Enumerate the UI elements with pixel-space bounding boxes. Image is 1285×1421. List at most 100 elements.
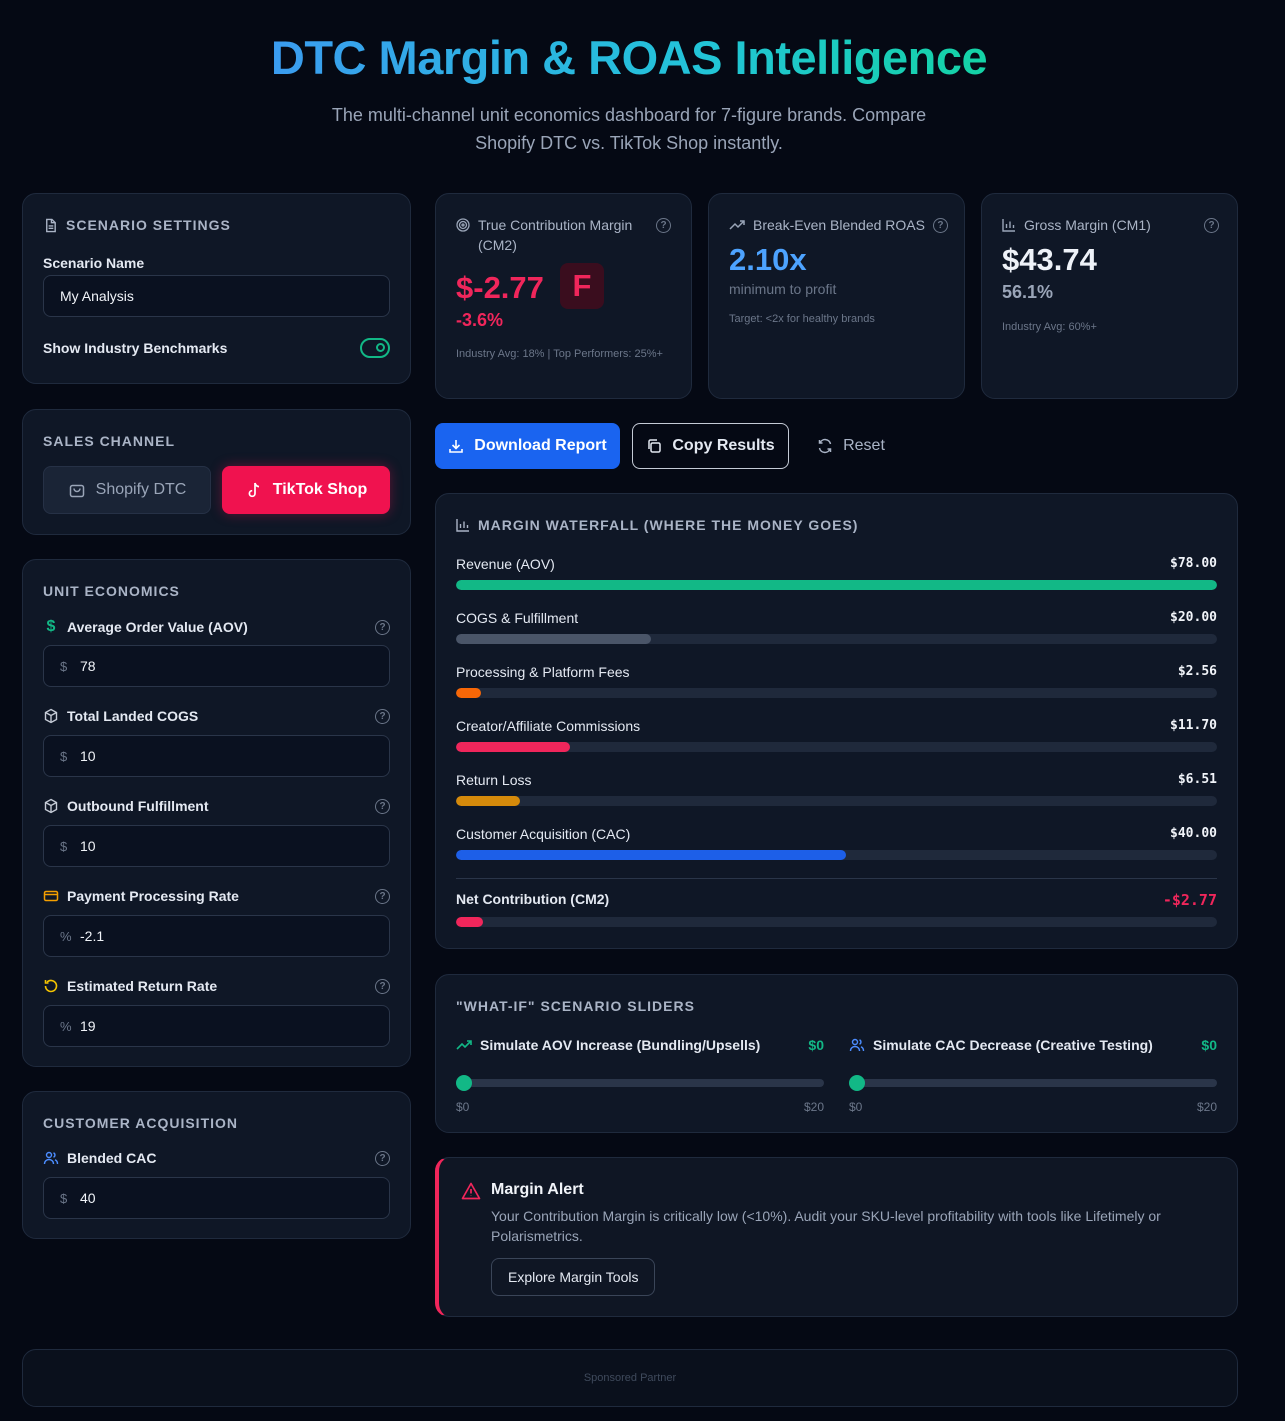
cm1-metric-card: Gross Margin (CM1) ? $43.74 56.1% Indust… — [981, 193, 1238, 399]
cac-input[interactable]: $ 40 — [43, 1177, 390, 1219]
margin-waterfall-card: MARGIN WATERFALL (WHERE THE MONEY GOES) … — [435, 493, 1238, 949]
fulfillment-input[interactable]: $ 10 — [43, 825, 390, 867]
roas-target: Target: <2x for healthy brands — [729, 313, 875, 325]
help-icon[interactable]: ? — [1204, 218, 1219, 233]
shopping-bag-icon — [68, 481, 86, 499]
explore-margin-tools-button[interactable]: Explore Margin Tools — [491, 1258, 656, 1296]
scenario-name-input[interactable]: My Analysis — [43, 275, 390, 317]
box-icon — [43, 798, 59, 814]
sales-channel-card: SALES CHANNEL Shopify DTC TikTok Shop — [22, 409, 411, 535]
waterfall-row-bar — [456, 796, 520, 806]
unit-economics-card: UNIT ECONOMICS $ Average Order Value (AO… — [22, 559, 411, 1067]
copy-results-button[interactable]: Copy Results — [632, 423, 789, 469]
tiktok-shop-button[interactable]: TikTok Shop — [222, 466, 390, 514]
waterfall-row: Customer Acquisition (CAC) $40.00 — [456, 826, 1217, 860]
waterfall-row-bar — [456, 688, 481, 698]
cm2-percent: -3.6% — [456, 310, 504, 330]
sponsored-partner-card: Sponsored Partner — [22, 1349, 1238, 1407]
reset-button[interactable]: Reset — [805, 423, 897, 469]
aov-input[interactable]: $ 78 — [43, 645, 390, 687]
trending-up-icon — [729, 218, 745, 232]
help-icon[interactable]: ? — [375, 619, 390, 635]
roas-subtext: minimum to profit — [729, 281, 837, 297]
waterfall-row-track — [456, 796, 1217, 806]
help-icon[interactable]: ? — [656, 218, 671, 233]
aov-slider-group: Simulate AOV Increase (Bundling/Upsells)… — [456, 1037, 824, 1114]
waterfall-row-value: $20.00 — [1170, 610, 1217, 625]
cm1-label: Gross Margin (CM1) — [1024, 217, 1151, 233]
cogs-input[interactable]: $ 10 — [43, 735, 390, 777]
cogs-label-row: Total Landed COGS ? — [43, 708, 390, 724]
cm1-percent: 56.1% — [1002, 282, 1054, 302]
cm2-grade-badge: F — [560, 263, 604, 309]
scenario-settings-title: SCENARIO SETTINGS — [43, 217, 231, 233]
cac-slider-handle[interactable] — [849, 1075, 865, 1091]
waterfall-row-bar — [456, 850, 847, 860]
sponsored-partner-label: Sponsored Partner — [583, 1372, 677, 1384]
download-icon — [448, 438, 464, 454]
help-icon[interactable]: ? — [375, 1150, 390, 1166]
target-icon — [456, 218, 470, 232]
processing-rate-input[interactable]: % -2.1 — [43, 915, 390, 957]
aov-slider-handle[interactable] — [456, 1075, 472, 1091]
music-note-icon — [245, 481, 263, 499]
net-contribution-row: Net Contribution (CM2) -$2.77 — [456, 891, 1217, 927]
aov-slider-value: $0 — [808, 1037, 824, 1053]
benchmarks-label: Show Industry Benchmarks — [43, 340, 228, 356]
waterfall-row-value: $78.00 — [1170, 556, 1217, 571]
waterfall-row-label: Customer Acquisition (CAC) — [456, 826, 631, 842]
cac-slider-track[interactable] — [849, 1075, 1217, 1091]
cm2-label: True Contribution Margin (CM2) — [478, 217, 633, 253]
aov-label-row: $ Average Order Value (AOV) ? — [43, 618, 390, 636]
waterfall-row-track — [456, 580, 1217, 590]
dollar-icon: $ — [46, 618, 56, 635]
waterfall-row-value: $40.00 — [1170, 826, 1217, 841]
download-report-button[interactable]: Download Report — [435, 423, 620, 469]
processing-rate-label-row: Payment Processing Rate ? — [43, 888, 390, 904]
waterfall-row-label: Revenue (AOV) — [456, 556, 555, 572]
help-icon[interactable]: ? — [375, 798, 390, 814]
waterfall-row-label: Processing & Platform Fees — [456, 664, 630, 680]
return-rate-input[interactable]: % 19 — [43, 1005, 390, 1047]
waterfall-row-value: $6.51 — [1177, 772, 1217, 787]
net-contribution-value: -$2.77 — [1162, 891, 1217, 909]
sales-channel-title: SALES CHANNEL — [43, 433, 176, 449]
waterfall-row-track — [456, 688, 1217, 698]
scenario-settings-card: SCENARIO SETTINGS Scenario Name My Analy… — [22, 193, 411, 384]
roas-value: 2.10x — [729, 242, 807, 277]
margin-alert-title: Margin Alert — [491, 1181, 584, 1198]
benchmarks-toggle[interactable] — [360, 338, 390, 358]
help-icon[interactable]: ? — [375, 708, 390, 724]
waterfall-row: Revenue (AOV) $78.00 — [456, 556, 1217, 590]
users-icon — [43, 1150, 59, 1166]
waterfall-row-value: $2.56 — [1177, 664, 1217, 679]
users-icon — [849, 1037, 865, 1053]
document-icon — [43, 218, 58, 233]
cac-slider-max: $20 — [1196, 1100, 1217, 1114]
waterfall-row-track — [456, 850, 1217, 860]
trending-up-icon — [456, 1038, 472, 1052]
help-icon[interactable]: ? — [932, 218, 948, 233]
warning-icon — [461, 1182, 481, 1200]
help-icon[interactable]: ? — [375, 888, 390, 904]
waterfall-row-bar — [456, 634, 652, 644]
page-header: DTC Margin & ROAS Intelligence The multi… — [0, 0, 1258, 157]
cm2-value: $-2.77 — [456, 270, 544, 305]
box-icon — [43, 708, 59, 724]
cm1-benchmark: Industry Avg: 60%+ — [1002, 321, 1097, 333]
waterfall-row-label: Creator/Affiliate Commissions — [456, 718, 641, 734]
waterfall-row: Processing & Platform Fees $2.56 — [456, 664, 1217, 698]
net-contribution-bar — [456, 917, 484, 927]
shopify-dtc-button[interactable]: Shopify DTC — [43, 466, 211, 514]
cm2-metric-card: True Contribution Margin (CM2) ? $-2.77 … — [435, 193, 692, 399]
copy-icon — [646, 438, 662, 454]
net-contribution-label: Net Contribution (CM2) — [456, 891, 610, 907]
return-rate-label-row: Estimated Return Rate ? — [43, 978, 390, 994]
unit-economics-title: UNIT ECONOMICS — [43, 583, 180, 599]
waterfall-row-label: COGS & Fulfillment — [456, 610, 579, 626]
help-icon[interactable]: ? — [375, 978, 390, 994]
bar-chart-icon — [1002, 218, 1016, 232]
margin-waterfall-title: MARGIN WATERFALL (WHERE THE MONEY GOES) — [456, 517, 858, 533]
aov-slider-track[interactable] — [456, 1075, 824, 1091]
cm2-benchmark: Industry Avg: 18% | Top Performers: 25%+ — [456, 348, 663, 360]
